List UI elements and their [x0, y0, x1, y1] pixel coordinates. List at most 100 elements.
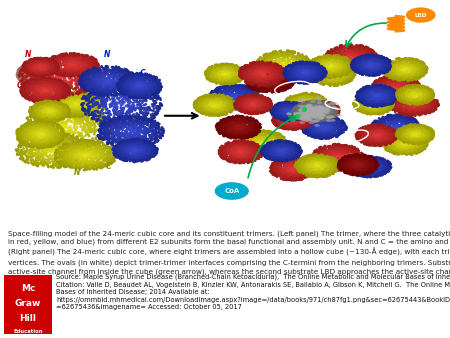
Point [146, 83, 153, 89]
Point [91, 150, 98, 155]
Point [234, 146, 242, 152]
Point [404, 90, 411, 96]
Point [377, 99, 384, 104]
Point [271, 153, 278, 158]
Point [230, 134, 237, 140]
Point [27, 151, 34, 156]
Point [324, 150, 331, 155]
Point [360, 171, 367, 176]
Point [429, 90, 436, 95]
Point [374, 111, 381, 117]
Point [421, 64, 428, 70]
Point [413, 131, 420, 136]
Point [130, 78, 137, 83]
Point [76, 58, 83, 63]
Point [108, 71, 115, 77]
Point [320, 114, 328, 119]
Point [354, 158, 361, 163]
Point [307, 105, 314, 111]
Point [59, 95, 66, 100]
Point [388, 68, 395, 74]
Point [86, 61, 93, 66]
Point [338, 131, 345, 137]
Point [40, 159, 47, 164]
Point [64, 88, 71, 93]
Point [222, 123, 229, 128]
Point [301, 107, 308, 112]
Point [335, 129, 342, 135]
Point [61, 87, 68, 92]
Point [58, 138, 65, 143]
Point [102, 143, 109, 148]
Point [405, 91, 413, 97]
Point [267, 154, 274, 160]
Point [220, 77, 228, 83]
Point [292, 55, 299, 61]
Point [39, 69, 46, 74]
Point [318, 62, 325, 67]
Point [21, 90, 28, 96]
Point [95, 84, 103, 90]
Point [260, 145, 267, 150]
Point [290, 163, 297, 168]
Point [420, 109, 427, 115]
Point [88, 108, 95, 114]
Point [74, 108, 81, 114]
Point [273, 156, 280, 162]
Point [318, 103, 325, 108]
Point [423, 135, 430, 141]
Point [251, 154, 258, 160]
Point [400, 130, 407, 135]
Point [292, 103, 299, 108]
Point [72, 114, 79, 119]
Point [321, 100, 328, 106]
Point [300, 54, 307, 60]
Point [399, 94, 406, 100]
Point [300, 116, 307, 121]
Point [69, 137, 76, 142]
Point [25, 76, 32, 81]
Point [126, 70, 133, 75]
Point [63, 58, 71, 64]
Point [296, 115, 303, 120]
Point [309, 67, 316, 72]
Point [395, 98, 402, 104]
Point [209, 93, 216, 99]
Point [387, 129, 394, 135]
Point [385, 98, 392, 103]
Point [281, 102, 288, 108]
Point [284, 68, 291, 73]
Point [324, 63, 332, 68]
Point [433, 102, 440, 108]
Point [94, 134, 101, 139]
Point [416, 148, 423, 154]
Point [422, 70, 429, 75]
Point [414, 74, 421, 79]
Point [275, 131, 282, 137]
Point [95, 120, 103, 125]
Point [298, 113, 306, 118]
Point [236, 114, 243, 119]
Point [239, 87, 246, 92]
Point [315, 106, 322, 112]
Point [324, 100, 331, 106]
Point [356, 153, 363, 159]
Point [215, 70, 222, 75]
Point [351, 67, 358, 73]
Point [302, 102, 310, 107]
Point [220, 96, 227, 101]
Point [266, 72, 274, 77]
Point [40, 109, 47, 115]
Point [46, 81, 53, 87]
Point [370, 137, 377, 142]
Point [83, 87, 90, 92]
Point [351, 144, 358, 150]
Point [93, 92, 100, 97]
Point [252, 93, 259, 98]
Point [403, 132, 410, 138]
Point [142, 155, 149, 161]
Point [70, 58, 77, 64]
Point [29, 137, 36, 142]
Point [280, 122, 287, 127]
Point [298, 115, 306, 121]
